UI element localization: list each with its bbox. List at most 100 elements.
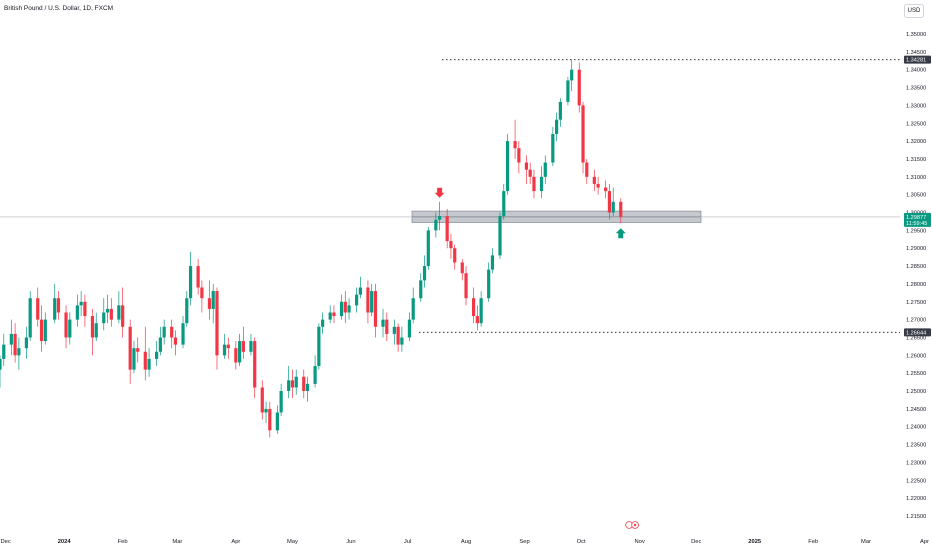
candle: [196, 258, 200, 295]
candle-body: [566, 80, 570, 102]
candle: [517, 141, 521, 174]
candle-body: [611, 201, 615, 213]
candle: [347, 298, 351, 320]
candle: [215, 287, 219, 370]
candle-body: [381, 319, 385, 327]
sell-arrow-icon: [434, 187, 445, 198]
candle-body: [17, 348, 21, 356]
y-tick-label: 1.30500: [906, 193, 926, 199]
x-tick-label: 2025: [748, 539, 762, 545]
candle-body: [117, 305, 121, 320]
candle: [24, 326, 29, 359]
y-tick-label: 1.25500: [906, 371, 926, 377]
candle-body: [475, 316, 479, 324]
candle: [9, 319, 13, 356]
candle-body: [211, 291, 215, 309]
candle-body: [268, 408, 272, 431]
candle-body: [513, 141, 517, 149]
candle: [381, 308, 385, 338]
candle-body: [9, 333, 13, 345]
x-tick-label: Feb: [118, 539, 128, 545]
candle: [173, 330, 178, 356]
candle-body: [185, 298, 189, 324]
candle-body: [83, 301, 87, 317]
low-level-label: 1.26644: [906, 330, 926, 336]
x-tick-label: Apr: [920, 539, 929, 545]
candle-body: [490, 255, 495, 270]
candle: [83, 294, 87, 327]
candle-body: [487, 269, 491, 299]
candle-body: [90, 316, 95, 338]
candle-body: [143, 351, 147, 370]
y-tick-label: 1.23000: [906, 460, 926, 466]
y-tick-label: 1.33500: [906, 86, 926, 92]
candle: [136, 337, 140, 363]
candle: [434, 212, 438, 238]
candle-body: [24, 337, 29, 349]
candle: [577, 62, 581, 113]
candle: [143, 326, 147, 381]
candle: [551, 126, 555, 167]
y-tick-label: 1.32000: [906, 139, 926, 145]
candle: [302, 369, 306, 399]
candle: [604, 180, 608, 199]
candle: [392, 319, 396, 345]
x-tick-label: Jul: [404, 539, 411, 545]
candle-body: [302, 376, 306, 392]
candle: [147, 348, 151, 377]
candle-body: [75, 305, 79, 320]
candle: [558, 98, 562, 127]
y-tick-label: 1.28500: [906, 264, 926, 270]
candle-body: [64, 312, 68, 338]
candle: [366, 280, 370, 324]
candle-body: [328, 312, 332, 320]
candle: [487, 262, 491, 302]
currency-button[interactable]: USD: [904, 4, 924, 18]
candle-body: [502, 191, 506, 217]
candle: [68, 312, 72, 345]
candle-body: [400, 337, 404, 345]
candle-body: [207, 298, 212, 309]
candle: [53, 283, 57, 324]
current-price-tag: [904, 212, 931, 227]
candle: [400, 326, 404, 352]
candle: [490, 248, 495, 274]
candle-body: [162, 326, 166, 338]
candle-body: [366, 287, 370, 313]
candle: [94, 312, 98, 342]
y-tick-label: 1.32500: [906, 121, 926, 127]
candle: [17, 337, 21, 370]
candle-body: [585, 162, 589, 177]
candle-body: [305, 383, 310, 392]
candle: [475, 305, 479, 331]
candle-body: [426, 230, 430, 267]
candle-body: [392, 326, 396, 334]
current-price-label: 1.29877: [906, 215, 926, 221]
y-tick-label: 1.35000: [906, 32, 926, 38]
candle-body: [460, 262, 464, 274]
candle-body: [528, 169, 532, 177]
candle: [181, 316, 185, 349]
candle: [39, 305, 44, 352]
candle-body: [0, 358, 2, 370]
candle-body: [155, 351, 159, 359]
candle: [264, 401, 268, 424]
candle-body: [332, 312, 336, 317]
candle: [370, 283, 374, 317]
candle: [43, 312, 47, 345]
candle: [188, 251, 193, 306]
y-tick-label: 1.29500: [906, 228, 926, 234]
candle-body: [132, 348, 136, 370]
candle-body: [170, 326, 174, 338]
candle: [438, 201, 442, 231]
candle-body: [385, 319, 389, 334]
candle: [28, 291, 32, 342]
candle: [211, 283, 215, 324]
candle: [592, 169, 596, 192]
candle: [339, 294, 344, 320]
candle: [479, 291, 483, 327]
candle: [170, 319, 174, 349]
candle-body: [411, 298, 415, 320]
x-tick-label: Aug: [461, 539, 471, 545]
